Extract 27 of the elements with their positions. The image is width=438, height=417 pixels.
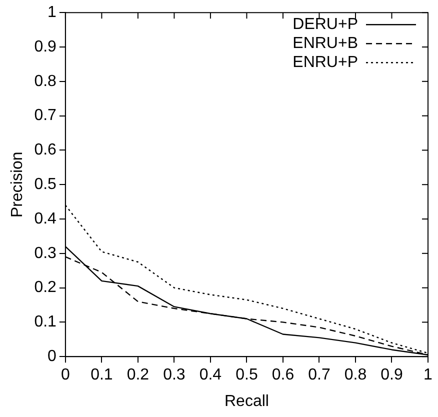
y-tick-label: 0.9 [34, 38, 57, 56]
x-tick-label: 0.5 [236, 366, 258, 384]
x-tick-label: 0.1 [90, 366, 113, 384]
x-tick-label: 0.4 [199, 366, 222, 384]
y-tick-label: 0 [48, 348, 57, 366]
x-tick-label: 0.8 [344, 366, 367, 384]
y-axis-title: Precision [9, 152, 26, 218]
x-tick-label: 0.7 [308, 366, 330, 384]
y-tick-label: 0.1 [34, 314, 57, 331]
y-tick-label: 0.4 [34, 210, 57, 228]
y-tick-label: 0.2 [34, 279, 57, 296]
legend-label: DERU+P [292, 16, 358, 34]
x-tick-label: 0.6 [272, 366, 294, 384]
legend-label: ENRU+B [292, 35, 358, 52]
x-tick-label: 0 [60, 366, 70, 384]
x-tick-label: 1 [424, 366, 433, 384]
x-tick-label: 0.9 [380, 366, 403, 384]
y-tick-label: 1 [48, 4, 57, 22]
x-tick-label: 0.3 [163, 366, 186, 384]
y-tick-label: 0.5 [34, 176, 57, 194]
y-tick-label: 0.8 [34, 72, 57, 90]
x-axis-title: Recall [224, 392, 269, 410]
y-tick-label: 0.7 [34, 107, 57, 124]
y-tick-label: 0.6 [34, 142, 57, 159]
y-tick-label: 0.3 [34, 244, 57, 262]
x-tick-label: 0.2 [126, 366, 150, 384]
legend-label: ENRU+P [292, 54, 358, 72]
